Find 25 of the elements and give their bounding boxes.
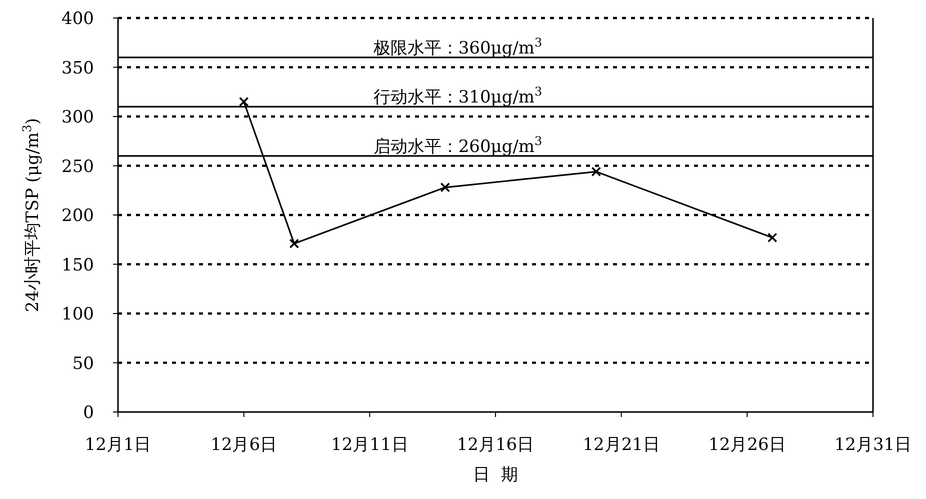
y-tick-label: 100	[62, 304, 94, 324]
x-tick-label: 12月6日	[210, 435, 278, 455]
ref-line-label: 启动水平：260μg/m$^{3}$	[373, 134, 542, 157]
ref-line-label: 极限水平：360μg/m$^{3}$	[372, 35, 542, 58]
y-tick-label: 200	[62, 206, 94, 226]
x-tick-label: 12月21日	[582, 435, 660, 455]
x-tick-label: 12月16日	[456, 435, 534, 455]
y-tick-label: 150	[62, 255, 94, 276]
point	[767, 232, 778, 243]
y-tick-label: 350	[62, 58, 94, 78]
y-tick-label: 0	[83, 403, 94, 423]
x-tick-label: 12月31日	[834, 435, 912, 455]
point	[289, 238, 300, 248]
x-tick-label: 12月11日	[331, 435, 408, 455]
x-tick-label: 12月26日	[708, 435, 786, 455]
x-axis-title: 日 期	[473, 465, 518, 485]
point	[440, 182, 450, 192]
y-tick-label: 300	[62, 108, 94, 128]
point	[238, 96, 249, 107]
y-tick-label: 400	[62, 9, 94, 29]
ref-line-label: 行动水平：310μg/m$^{3}$	[373, 84, 542, 108]
point	[591, 166, 602, 177]
y-tick-label: 50	[72, 354, 94, 374]
x-tick-label: 12月1日	[84, 435, 152, 455]
y-tick-label: 250	[62, 156, 94, 177]
